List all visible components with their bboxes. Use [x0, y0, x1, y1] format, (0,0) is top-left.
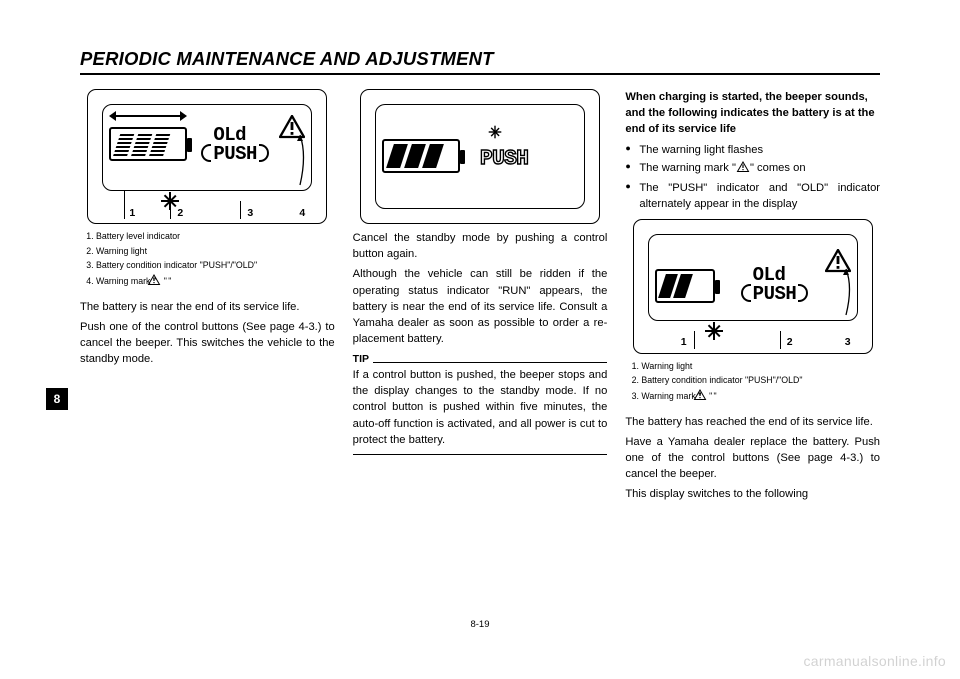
display-panel: PUSH [375, 104, 585, 209]
battery-level-icon [109, 127, 187, 161]
legend-item: Warning light [641, 360, 880, 374]
body-text: The battery is near the end of its ser­v… [80, 299, 335, 315]
callout-num: 3 [845, 335, 851, 350]
figure-3-legend: Warning light Battery condition indicato… [641, 360, 880, 406]
tip-rule [373, 362, 607, 363]
warning-triangle-inline-icon [736, 161, 750, 178]
callout-num: 2 [787, 335, 793, 350]
content-columns: OLd PUSH [80, 89, 880, 507]
legend-item: Warning mark " " " [96, 274, 335, 291]
display-panel: OLd PUSH [648, 234, 858, 321]
warning-triangle-inline-icon [147, 274, 161, 291]
warning-triangle-inline-icon [693, 389, 707, 406]
callout-num: 3 [247, 206, 253, 221]
body-text: This display switches to the following [625, 486, 880, 502]
leader-curve [291, 135, 309, 194]
battery-level-icon [655, 269, 715, 303]
tip-body: If a control button is pushed, the beepe… [353, 367, 608, 448]
old-push-indicator: OLd PUSH [201, 125, 269, 163]
body-text: Have a Yamaha dealer replace the bat­ter… [625, 434, 880, 483]
legend-item: Battery condition indicator "PUSH"/"OLD" [96, 259, 335, 273]
figure-2: PUSH [360, 89, 600, 224]
column-2: PUSH Cancel the standby mode by pushing … [353, 89, 608, 507]
column-1: OLd PUSH [80, 89, 335, 507]
watermark: carmanualsonline.info [804, 653, 947, 669]
legend-item: Battery condition indicator "PUSH"/"OLD" [641, 374, 880, 388]
push-indicator-outline: PUSH [480, 145, 528, 175]
page-header: PERIODIC MAINTENANCE AND ADJUSTMENT [80, 48, 880, 75]
body-text: The battery has reached the end of its s… [625, 414, 880, 430]
body-text: Push one of the control buttons (See pag… [80, 319, 335, 368]
warning-light-icon [705, 322, 723, 340]
bullet-list: The warning light flashes The warning ma… [625, 142, 880, 213]
figure-1: OLd PUSH [87, 89, 327, 224]
tip-label: TIP [353, 352, 369, 367]
legend-item: Warning mark " " " [641, 389, 880, 406]
figure-3: OLd PUSH 1 2 3 [633, 219, 873, 354]
column-3: When charging is started, the beep­er so… [625, 89, 880, 507]
divider [353, 454, 608, 455]
body-text: Cancel the standby mode by pushing a con… [353, 230, 608, 262]
body-text: Although the vehicle can still be ridden… [353, 266, 608, 347]
bullet-item: The warning light flashes [625, 142, 880, 158]
chapter-tab: 8 [46, 388, 68, 410]
page-number: 8-19 [80, 619, 880, 630]
scroll-arrows [109, 111, 187, 121]
callout-num: 1 [681, 335, 687, 350]
figure-callouts: 1 2 3 4 [102, 193, 312, 219]
manual-page: 8 PERIODIC MAINTENANCE AND ADJUSTMENT [80, 48, 880, 638]
figure-1-legend: Battery level indicator Warning light Ba… [96, 230, 335, 291]
battery-level-icon [382, 139, 460, 173]
callout-num: 4 [299, 206, 305, 221]
old-push-indicator: OLd PUSH [741, 265, 809, 303]
leader-curve [837, 269, 855, 324]
legend-item: Warning light [96, 245, 335, 259]
display-panel: OLd PUSH [102, 104, 312, 191]
bullet-item: The warning mark "" comes on [625, 160, 880, 178]
callout-num: 2 [177, 206, 183, 221]
figure-callouts: 1 2 3 [648, 323, 858, 349]
legend-item: Battery level indicator [96, 230, 335, 244]
section-title: PERIODIC MAINTENANCE AND ADJUSTMENT [80, 48, 880, 70]
flash-icon [489, 126, 502, 139]
callout-num: 1 [129, 206, 135, 221]
bullet-item: The "PUSH" indicator and "OLD" indicator… [625, 180, 880, 212]
subheading: When charging is started, the beep­er so… [625, 89, 880, 138]
